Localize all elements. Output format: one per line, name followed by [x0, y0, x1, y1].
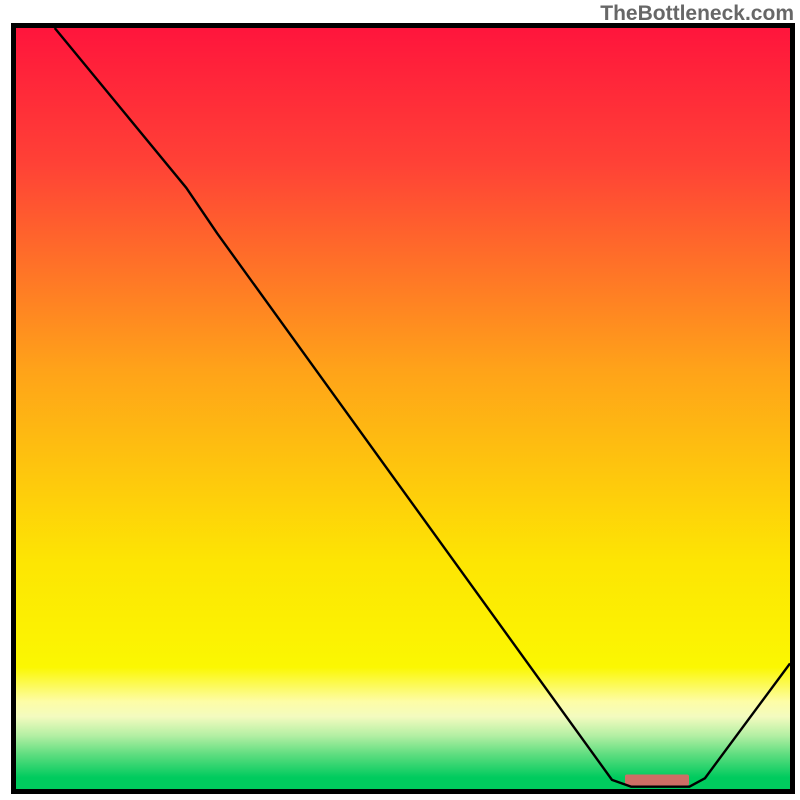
plot-area	[16, 28, 790, 789]
series-curve	[16, 28, 790, 789]
curve-path	[55, 28, 790, 787]
chart-canvas: { "watermark": { "text": "TheBottleneck.…	[0, 0, 800, 800]
